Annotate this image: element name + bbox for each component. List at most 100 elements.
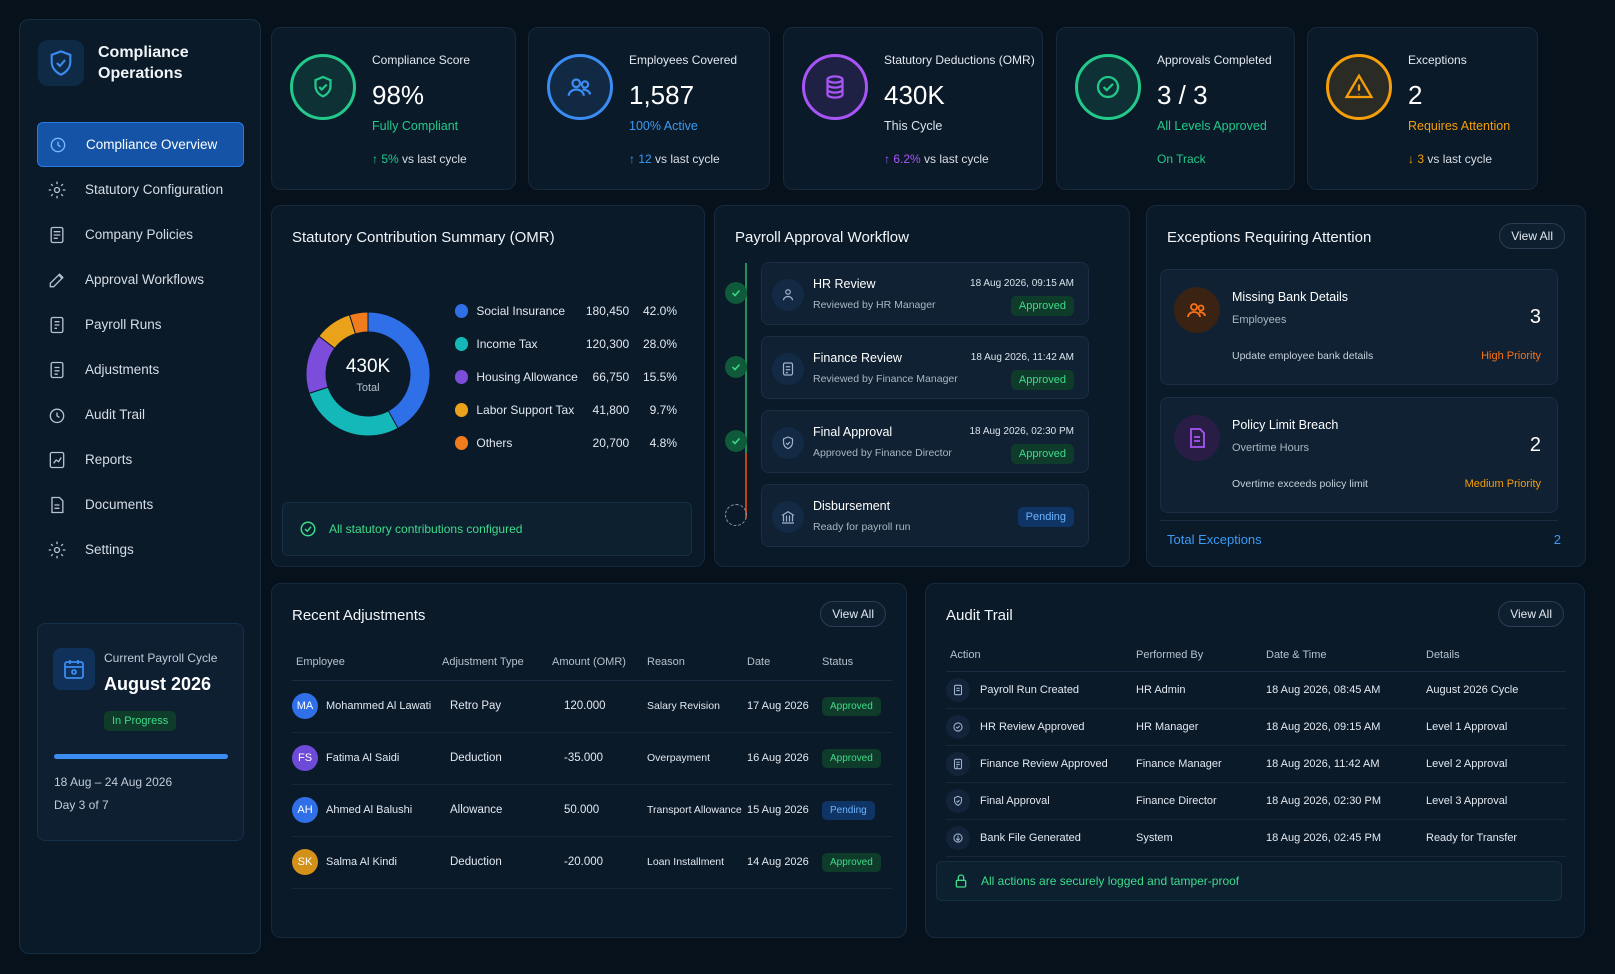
column-header: Amount (OMR)	[552, 644, 647, 681]
status-badge: Approved	[822, 696, 881, 716]
sidebar-item-label: Reports	[85, 452, 133, 467]
adjustment-amount: 50.000	[552, 784, 647, 837]
adjustment-date: 17 Aug 2026	[747, 680, 822, 733]
kpi-trend-text: vs last cycle	[655, 152, 720, 166]
adjustment-type: Retro Pay	[442, 680, 552, 733]
lock-icon	[955, 874, 967, 888]
sidebar-item-compliance-overview[interactable]: Compliance Overview	[37, 122, 244, 167]
exception-priority: High Priority	[1481, 350, 1541, 362]
adjustment-date: 15 Aug 2026	[747, 784, 822, 837]
kpi-card-statutory-deductions-omr: Statutory Deductions (OMR) 430K This Cycle…	[783, 27, 1043, 190]
cycle-title: August 2026	[104, 674, 212, 694]
table-row[interactable]: Payroll Run Created HR Admin 18 Aug 2026, …	[946, 671, 1566, 709]
brand: Compliance Operations	[38, 40, 218, 86]
adjustments-view-all-button[interactable]: View All	[820, 601, 886, 627]
avatar: AH	[292, 797, 318, 823]
exception-card[interactable]: Policy Limit Breach Overtime Hours 2 Overti…	[1160, 397, 1558, 513]
table-row[interactable]: Finance Review Approved Finance Manager 18…	[946, 745, 1566, 783]
sidebar-item-company-policies[interactable]: Company Policies	[37, 212, 244, 257]
check-icon	[725, 282, 747, 304]
legend-percent: 42.0%	[642, 303, 677, 318]
legend-percent: 4.8%	[649, 435, 677, 450]
adjustment-reason: Transport Allowance	[647, 784, 747, 837]
adjustments-panel: Recent Adjustments View All Employee Adju…	[271, 583, 907, 938]
sidebar-item-audit-trail[interactable]: Audit Trail	[37, 392, 244, 437]
workflow-step-hr-review[interactable]: HR Review Reviewed by HR Manager 18 Aug 20…	[761, 262, 1089, 325]
kpi-card-exceptions: Exceptions 2 Requires Attention ↓ 3 vs last…	[1307, 27, 1538, 190]
table-row[interactable]: HR Review Approved HR Manager 18 Aug 2026,…	[946, 708, 1566, 746]
kpi-title: Employees Covered	[629, 53, 738, 67]
legend-row: Housing Allowance 66,750 15.5%	[455, 360, 677, 393]
kpi-subtitle: Fully Compliant	[372, 119, 459, 133]
sidebar-item-documents[interactable]: Documents	[37, 482, 244, 527]
exception-title: Missing Bank Details	[1232, 290, 1349, 304]
workflow-step-name: Final Approval	[813, 425, 893, 439]
sidebar-nav: Compliance Overview Statutory Configurati…	[37, 122, 244, 572]
contribution-donut-chart	[305, 311, 431, 437]
legend-label: Income Tax	[476, 336, 538, 351]
donut-slice-others[interactable]	[348, 311, 369, 335]
status-badge: Pending	[822, 800, 875, 820]
sidebar: Compliance Operations Compliance Overvie…	[19, 19, 261, 954]
audit-panel: Audit Trail View All Action Performed By D…	[925, 583, 1585, 938]
check-circle-icon	[946, 714, 970, 739]
kpi-title: Statutory Deductions (OMR)	[884, 53, 1035, 67]
sidebar-item-payroll-runs[interactable]: Payroll Runs	[37, 302, 244, 347]
table-row[interactable]: FS Fatima Al Saidi Deduction -35.000 Overpay…	[292, 732, 892, 785]
donut-center-value: 430K	[345, 356, 391, 377]
workflow-step-name: HR Review	[813, 277, 876, 291]
sidebar-item-label: Adjustments	[85, 362, 160, 377]
status-badge: Approved	[822, 852, 881, 872]
adjustment-type: Allowance	[442, 784, 552, 837]
column-header: Date	[747, 644, 822, 681]
check-icon	[725, 430, 747, 452]
secure-text: All actions are securely logged and tamp…	[981, 874, 1240, 888]
sidebar-item-statutory-configuration[interactable]: Statutory Configuration	[37, 167, 244, 212]
table-row[interactable]: Final Approval Finance Director 18 Aug 202…	[946, 782, 1566, 820]
sidebar-item-reports[interactable]: Reports	[37, 437, 244, 482]
table-row[interactable]: Bank File Generated System 18 Aug 2026, 02…	[946, 819, 1566, 857]
audit-performed-by: Finance Director	[1136, 782, 1266, 820]
exception-count: 3	[1529, 306, 1541, 328]
workflow-step-status: Approved	[1010, 370, 1074, 390]
exceptions-view-all-button[interactable]: View All	[1499, 223, 1565, 249]
clock-icon	[49, 408, 65, 423]
avatar: MA	[292, 693, 318, 719]
workflow-step-time: 18 Aug 2026, 11:42 AM	[970, 352, 1074, 363]
document-icon	[50, 226, 64, 243]
workflow-step-disbursement[interactable]: Disbursement Ready for payroll run Pending	[761, 484, 1089, 547]
table-row[interactable]: MA Mohammed Al Lawati Retro Pay 120.000 Sala…	[292, 680, 892, 733]
workflow-title: Payroll Approval Workflow	[735, 229, 909, 246]
table-row[interactable]: SK Salma Al Kindi Deduction -20.000 Loan Ins…	[292, 836, 892, 889]
kpi-trend: ↑ 12 vs last cycle	[629, 152, 720, 166]
audit-view-all-button[interactable]: View All	[1498, 601, 1564, 627]
check-circle-icon	[300, 521, 316, 537]
workflow-step-final-approval[interactable]: Final Approval Approved by Finance Direct…	[761, 410, 1089, 473]
compliance-icon	[50, 137, 66, 152]
workflow-step-icon	[772, 353, 804, 385]
sidebar-item-approval-workflows[interactable]: Approval Workflows	[37, 257, 244, 302]
sidebar-item-adjustments[interactable]: Adjustments	[37, 347, 244, 392]
donut-slice-income-tax[interactable]	[308, 386, 399, 437]
column-header: Action	[946, 639, 1136, 672]
adjustment-amount: -35.000	[552, 732, 647, 785]
kpi-value: 3 / 3	[1157, 80, 1208, 110]
legend-value: 180,450	[585, 303, 630, 318]
configured-text: All statutory contributions configured	[329, 522, 523, 536]
audit-performed-by: HR Admin	[1136, 671, 1266, 709]
workflow-step-name: Finance Review	[813, 351, 902, 365]
exception-card[interactable]: Missing Bank Details Employees 3 Update emp…	[1160, 269, 1558, 385]
workflow-step-finance-review[interactable]: Finance Review Reviewed by Finance Manage…	[761, 336, 1089, 399]
table-header-row: Employee Adjustment Type Amount (OMR) Reaso…	[292, 644, 892, 681]
table-row[interactable]: AH Ahmed Al Balushi Allowance 50.000 Transpo…	[292, 784, 892, 837]
download-icon	[946, 825, 970, 850]
secure-notice: All actions are securely logged and tamp…	[936, 861, 1562, 901]
audit-action: Bank File Generated	[980, 831, 1081, 844]
avatar: FS	[292, 745, 318, 771]
sidebar-item-label: Settings	[85, 542, 134, 557]
kpi-subtitle: 100% Active	[629, 119, 698, 133]
kpi-icon-4	[1326, 54, 1392, 120]
sidebar-item-settings[interactable]: Settings	[37, 527, 244, 572]
audit-table: Action Performed By Date & Time Details Payr…	[946, 639, 1566, 857]
legend-row: Others 20,700 4.8%	[455, 426, 677, 459]
